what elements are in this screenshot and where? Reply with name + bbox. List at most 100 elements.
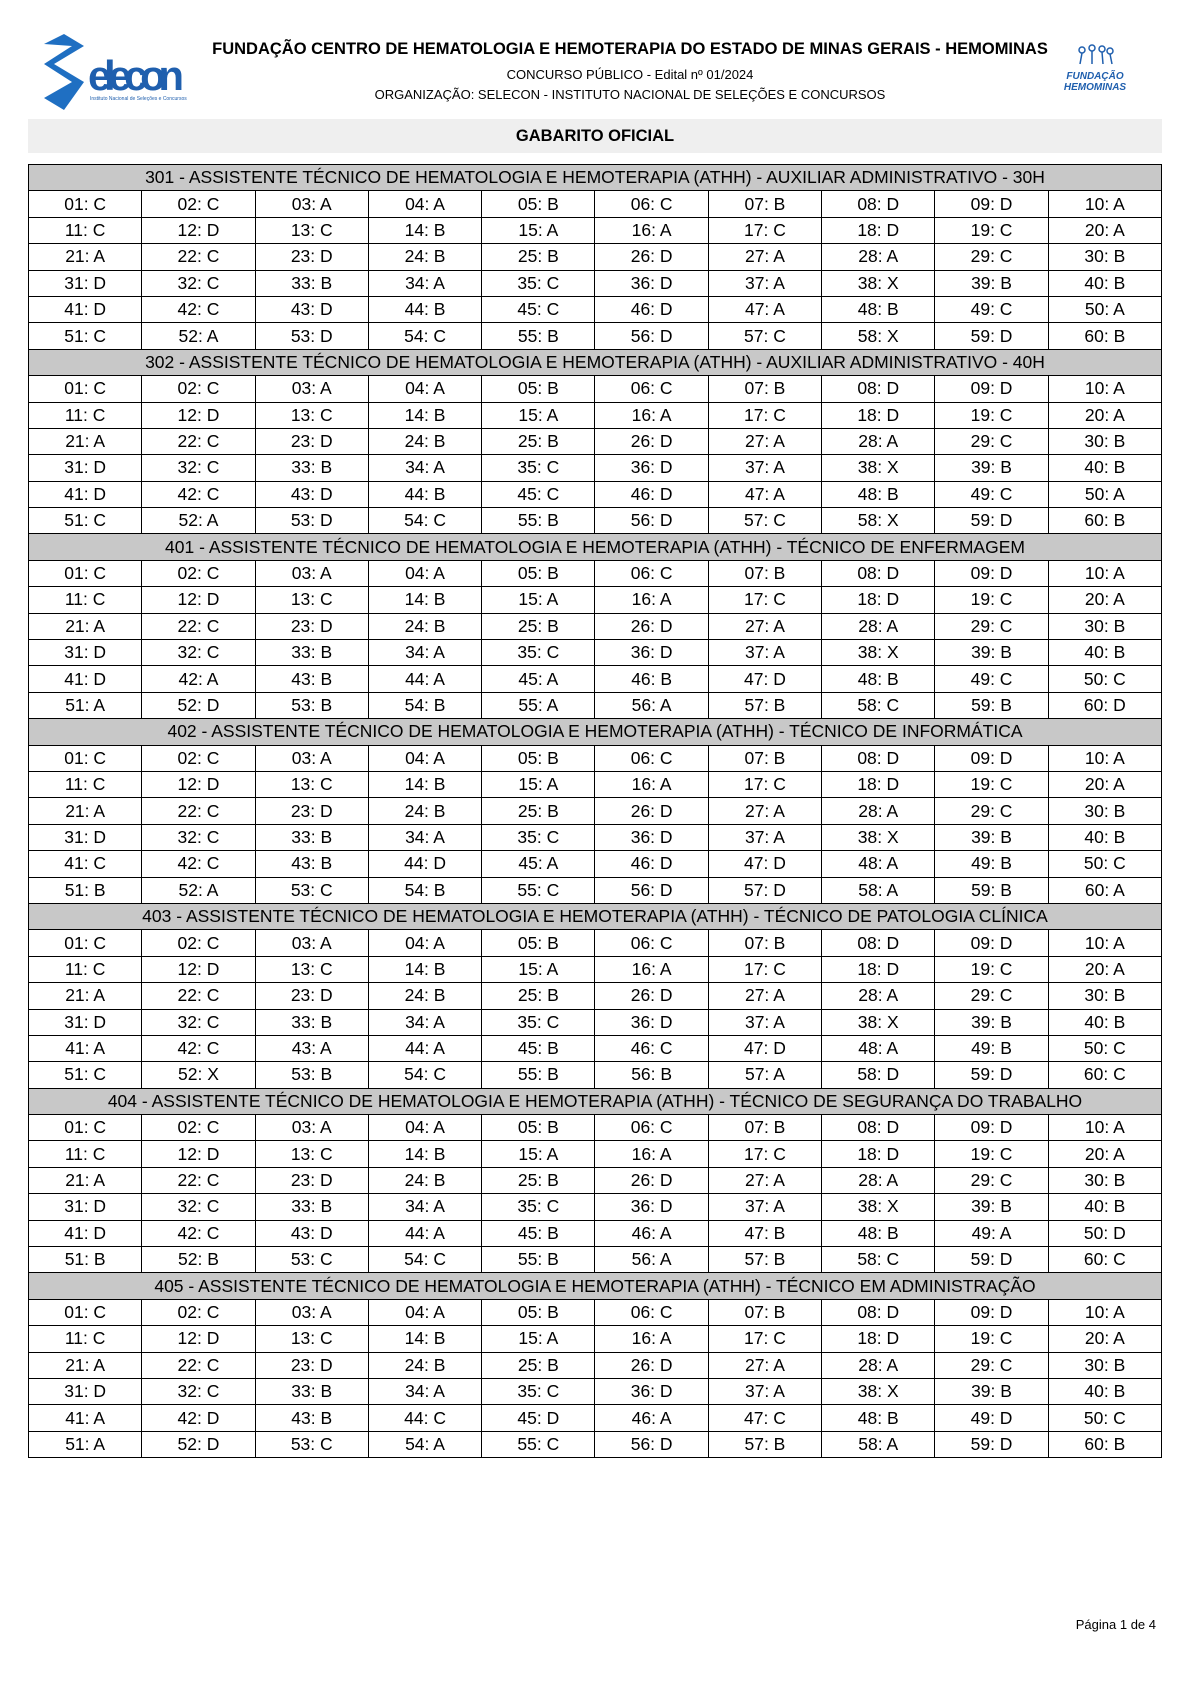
answer-row: 21: A 22: C 23: D 24: B 25: B 26: D 27: A 28: A… — [27, 612, 1163, 641]
answer-cell: 24: B — [367, 982, 483, 1010]
section-title: 302 - ASSISTENTE TÉCNICO DE HEMATOLOGIA … — [28, 348, 1162, 377]
answer-cell: 09: D — [934, 375, 1049, 403]
answer-cell: 42: C — [141, 1219, 256, 1248]
answer-cell: 25: B — [481, 982, 596, 1010]
answer-cell: 40: B — [1047, 454, 1163, 482]
section-header-row: 402 - ASSISTENTE TÉCNICO DE HEMATOLOGIA … — [28, 718, 1162, 746]
answer-cell: 49: C — [934, 295, 1049, 324]
answer-cell: 47: D — [707, 1034, 823, 1063]
answer-cell: 31: D — [27, 1377, 143, 1406]
answer-cell: 45: D — [481, 1404, 596, 1432]
answer-cell: 38: X — [821, 1193, 936, 1221]
answer-cell: 44: B — [367, 295, 483, 324]
answer-cell: 22: C — [141, 1166, 256, 1195]
answer-cell: 50: A — [1047, 480, 1163, 509]
answer-cell: 45: A — [481, 850, 596, 878]
section-title: 402 - ASSISTENTE TÉCNICO DE HEMATOLOGIA … — [28, 718, 1162, 746]
answer-cell: 18: D — [821, 401, 936, 429]
answer-cell: 25: B — [481, 612, 596, 641]
answer-cell: 32: C — [141, 1377, 256, 1406]
answer-cell: 24: B — [367, 427, 483, 456]
answer-cell: 21: A — [27, 1166, 143, 1195]
answer-cell: 33: B — [254, 1008, 369, 1036]
answer-cell: 50: C — [1047, 1404, 1163, 1432]
answer-row: 31: D 32: C 33: B 34: A 35: C 36: D 37: A 38: X… — [27, 1377, 1163, 1406]
answer-row: 01: C 02: C 03: A 04: A 05: B 06: C 07: B 08: D… — [27, 1298, 1163, 1327]
answer-row: 01: C 02: C 03: A 04: A 05: B 06: C 07: B 08: D… — [27, 929, 1163, 957]
answer-cell: 39: B — [934, 823, 1049, 852]
answer-cell: 08: D — [821, 929, 936, 957]
answer-cell: 45: B — [481, 1034, 596, 1063]
answer-cell: 26: D — [594, 243, 709, 271]
answer-cell: 53: C — [254, 1246, 369, 1274]
answer-cell: 29: C — [934, 1351, 1049, 1379]
answer-cell: 15: A — [481, 955, 596, 984]
answer-cell: 34: A — [367, 454, 483, 482]
answer-cell: 04: A — [367, 1298, 483, 1327]
answer-cell: 38: X — [821, 454, 936, 482]
answer-cell: 10: A — [1047, 375, 1163, 403]
answer-cell: 29: C — [934, 612, 1049, 641]
answer-cell: 43: D — [254, 1219, 369, 1248]
answer-cell: 44: A — [367, 1219, 483, 1248]
answer-cell: 12: D — [141, 216, 256, 245]
answer-row: 11: C 12: D 13: C 14: B 15: A 16: A 17: C 18: D… — [27, 216, 1163, 245]
answer-cell: 05: B — [481, 1114, 596, 1142]
answer-cell: 26: D — [594, 1166, 709, 1195]
answer-cell: 41: D — [27, 480, 143, 509]
answer-cell: 09: D — [934, 744, 1049, 772]
answer-cell: 30: B — [1047, 1166, 1163, 1195]
answer-cell: 16: A — [594, 770, 709, 799]
answer-cell: 43: B — [254, 850, 369, 878]
answer-cell: 31: D — [27, 454, 143, 482]
answer-cell: 19: C — [934, 586, 1049, 614]
answer-cell: 34: A — [367, 1377, 483, 1406]
answer-row: 31: D 32: C 33: B 34: A 35: C 36: D 37: A 38: X… — [27, 639, 1163, 667]
answer-cell: 08: D — [821, 190, 936, 218]
answer-cell: 35: C — [481, 1008, 596, 1036]
answer-cell: 11: C — [27, 1140, 143, 1168]
answer-cell: 20: A — [1047, 1140, 1163, 1168]
answer-cell: 24: B — [367, 1351, 483, 1379]
answer-cell: 12: D — [141, 955, 256, 984]
answer-cell: 34: A — [367, 1193, 483, 1221]
answer-cell: 55: C — [481, 1430, 596, 1459]
answer-cell: 07: B — [707, 744, 823, 772]
answer-cell: 60: B — [1047, 322, 1163, 350]
answer-cell: 29: C — [934, 982, 1049, 1010]
answer-cell: 46: D — [594, 850, 709, 878]
answer-cell: 27: A — [707, 982, 823, 1010]
answer-cell: 52: A — [141, 876, 256, 904]
answer-cell: 01: C — [27, 1114, 143, 1142]
answer-cell: 02: C — [141, 190, 256, 218]
answer-cell: 49: B — [934, 850, 1049, 878]
answer-cell: 19: C — [934, 401, 1049, 429]
answer-cell: 37: A — [707, 269, 823, 297]
answer-cell: 56: D — [594, 876, 709, 904]
answer-cell: 33: B — [254, 454, 369, 482]
answer-row: 11: C 12: D 13: C 14: B 15: A 16: A 17: C 18: D… — [27, 955, 1163, 984]
answer-cell: 19: C — [934, 1325, 1049, 1353]
answer-cell: 39: B — [934, 1008, 1049, 1036]
answer-cell: 32: C — [141, 823, 256, 852]
answer-cell: 31: D — [27, 1008, 143, 1036]
answer-cell: 46: B — [594, 665, 709, 693]
answer-cell: 29: C — [934, 1166, 1049, 1195]
answer-cell: 14: B — [367, 1140, 483, 1168]
answer-cell: 36: D — [594, 269, 709, 297]
answer-row: 11: C 12: D 13: C 14: B 15: A 16: A 17: C 18: D… — [27, 1325, 1163, 1353]
answer-cell: 13: C — [254, 1325, 369, 1353]
answer-cell: 33: B — [254, 1193, 369, 1221]
answer-cell: 13: C — [254, 770, 369, 799]
answer-cell: 12: D — [141, 586, 256, 614]
answer-cell: 49: C — [934, 665, 1049, 693]
answer-cell: 17: C — [707, 955, 823, 984]
answer-cell: 49: A — [934, 1219, 1049, 1248]
answer-cell: 19: C — [934, 1140, 1049, 1168]
answer-cell: 10: A — [1047, 744, 1163, 772]
answer-cell: 56: A — [594, 691, 709, 720]
answer-cell: 41: A — [27, 1404, 143, 1432]
answer-cell: 59: D — [934, 1246, 1049, 1274]
answer-cell: 34: A — [367, 269, 483, 297]
answer-row: 51: B 52: B 53: C 54: C 55: B 56: A 57: B 58: C… — [27, 1246, 1163, 1274]
